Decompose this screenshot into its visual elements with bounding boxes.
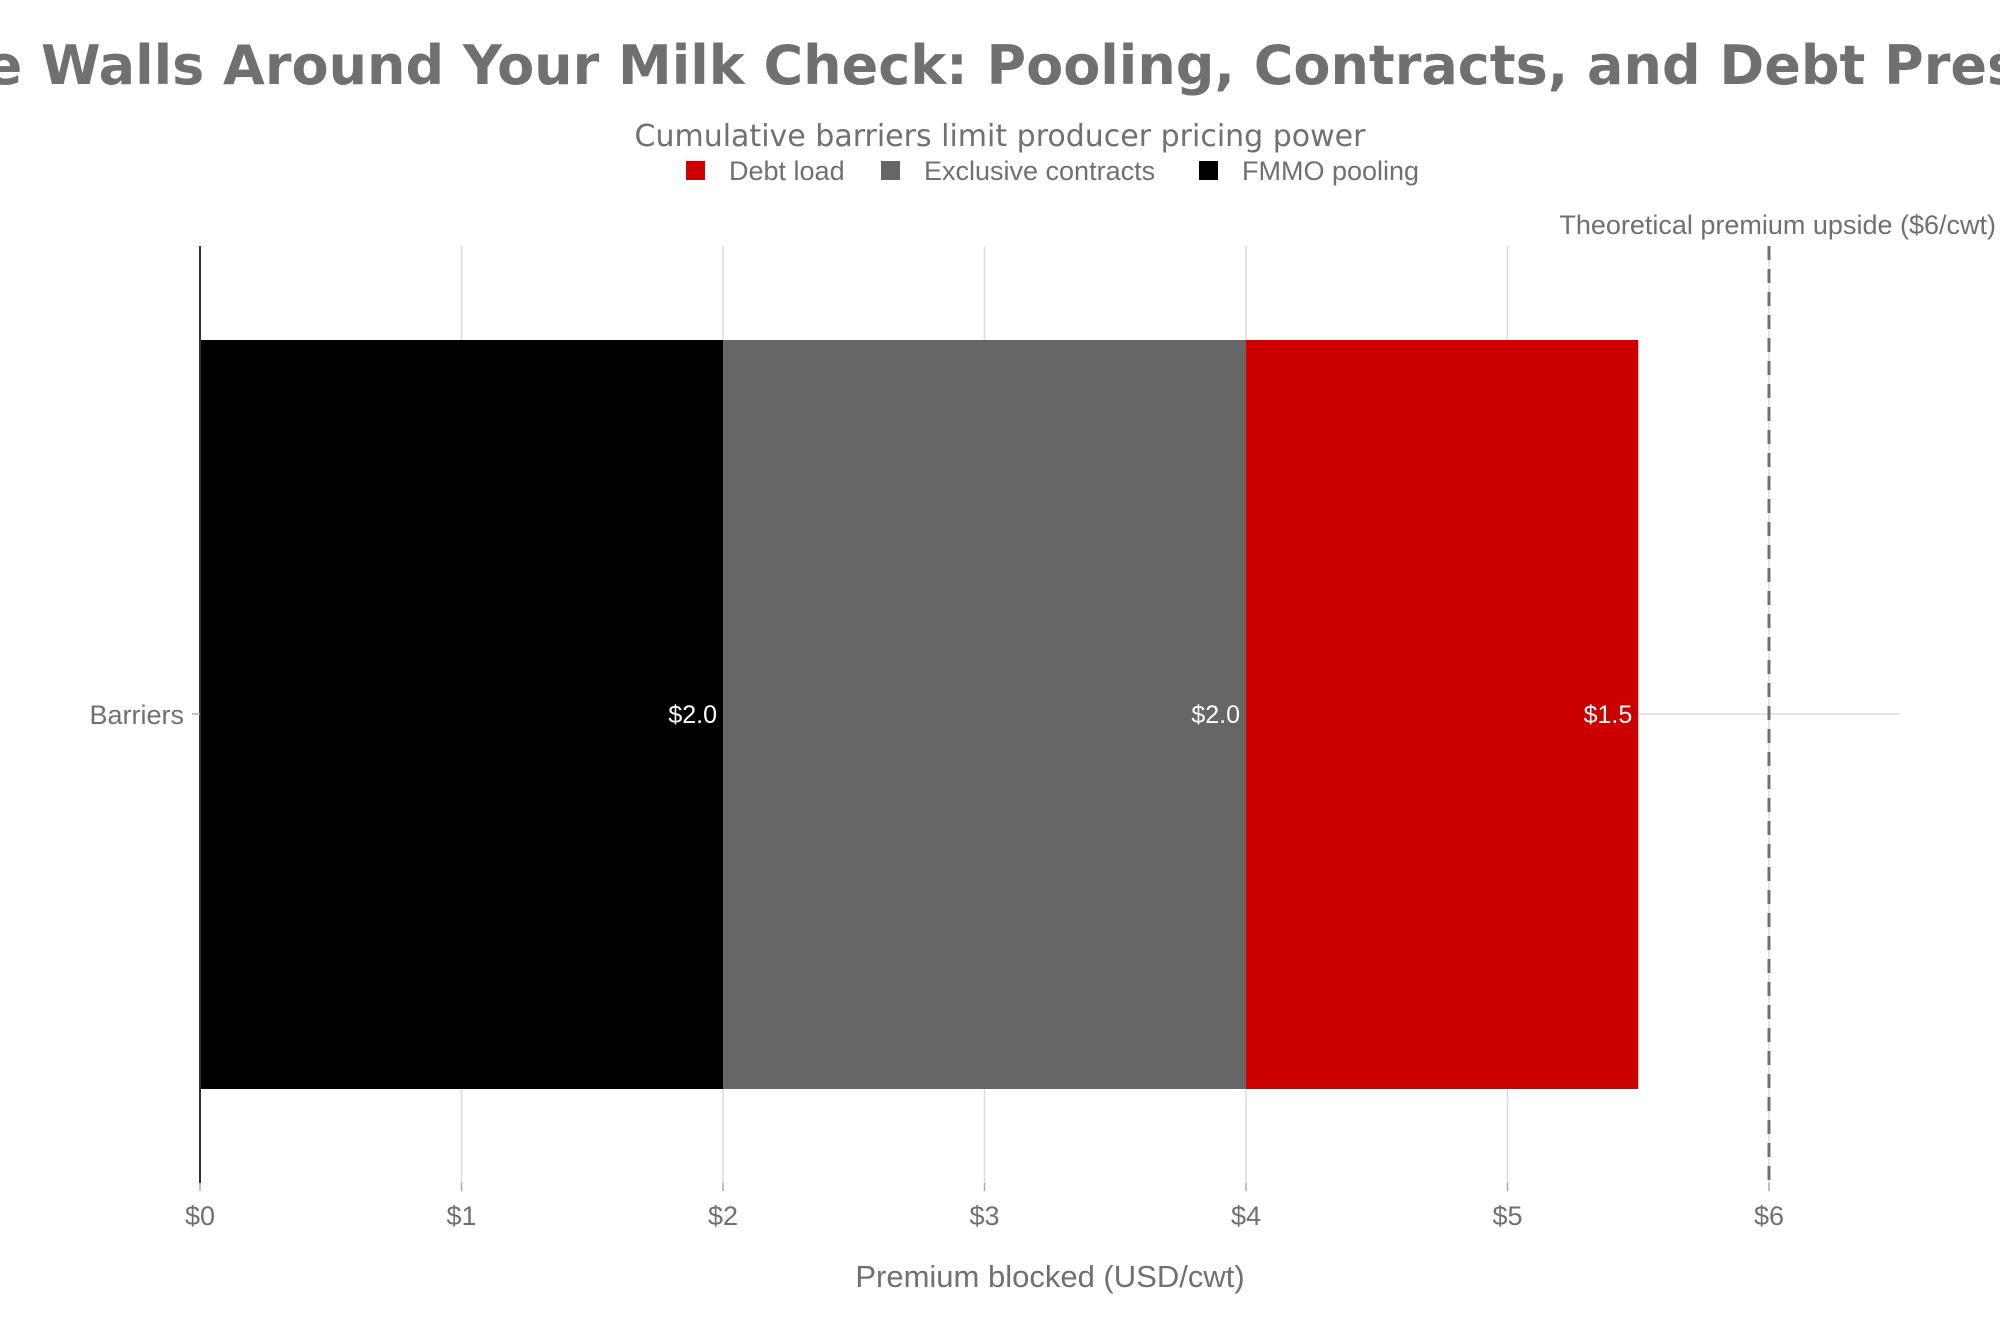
chart-title: Three Walls Around Your Milk Check: Pool… [0, 34, 2000, 97]
x-tick-label: $5 [1492, 1201, 1522, 1231]
x-tick-label: $4 [1231, 1201, 1261, 1231]
data-label: $1.5 [1584, 701, 1633, 729]
chart-subtitle: Cumulative barriers limit producer prici… [635, 119, 1367, 154]
bar-debt-load [1246, 340, 1639, 1089]
legend-label: FMMO pooling [1242, 156, 1419, 186]
legend-label: Exclusive contracts [924, 156, 1155, 186]
legend-swatch [686, 161, 705, 180]
legend: Debt load Exclusive contracts FMMO pooling [686, 156, 1419, 186]
x-tick-label: $3 [969, 1201, 999, 1231]
x-tick-label: $1 [446, 1201, 476, 1231]
axes: Barriers $0 $1 $2 $3 $4 $5 $6 [89, 246, 1784, 1231]
x-tick-label: $2 [708, 1201, 738, 1231]
x-axis-label: Premium blocked (USD/cwt) [855, 1259, 1244, 1294]
legend-label: Debt load [729, 156, 845, 186]
reference-line-label: Theoretical premium upside ($6/cwt) [1559, 210, 1996, 240]
x-tick-label: $0 [185, 1201, 215, 1231]
legend-swatch [881, 161, 900, 180]
reference-line-group: Theoretical premium upside ($6/cwt) [1559, 210, 1996, 1183]
y-tick-label: Barriers [89, 700, 184, 730]
bar-exclusive-contracts [723, 340, 1246, 1089]
data-label: $2.0 [668, 701, 717, 729]
bars [200, 340, 1639, 1089]
x-tick-label: $6 [1754, 1201, 1784, 1231]
data-label: $2.0 [1191, 701, 1240, 729]
legend-swatch [1199, 161, 1218, 180]
data-labels: $2.0 $2.0 $1.5 [668, 701, 1632, 729]
bar-fmmo-pooling [200, 340, 723, 1089]
